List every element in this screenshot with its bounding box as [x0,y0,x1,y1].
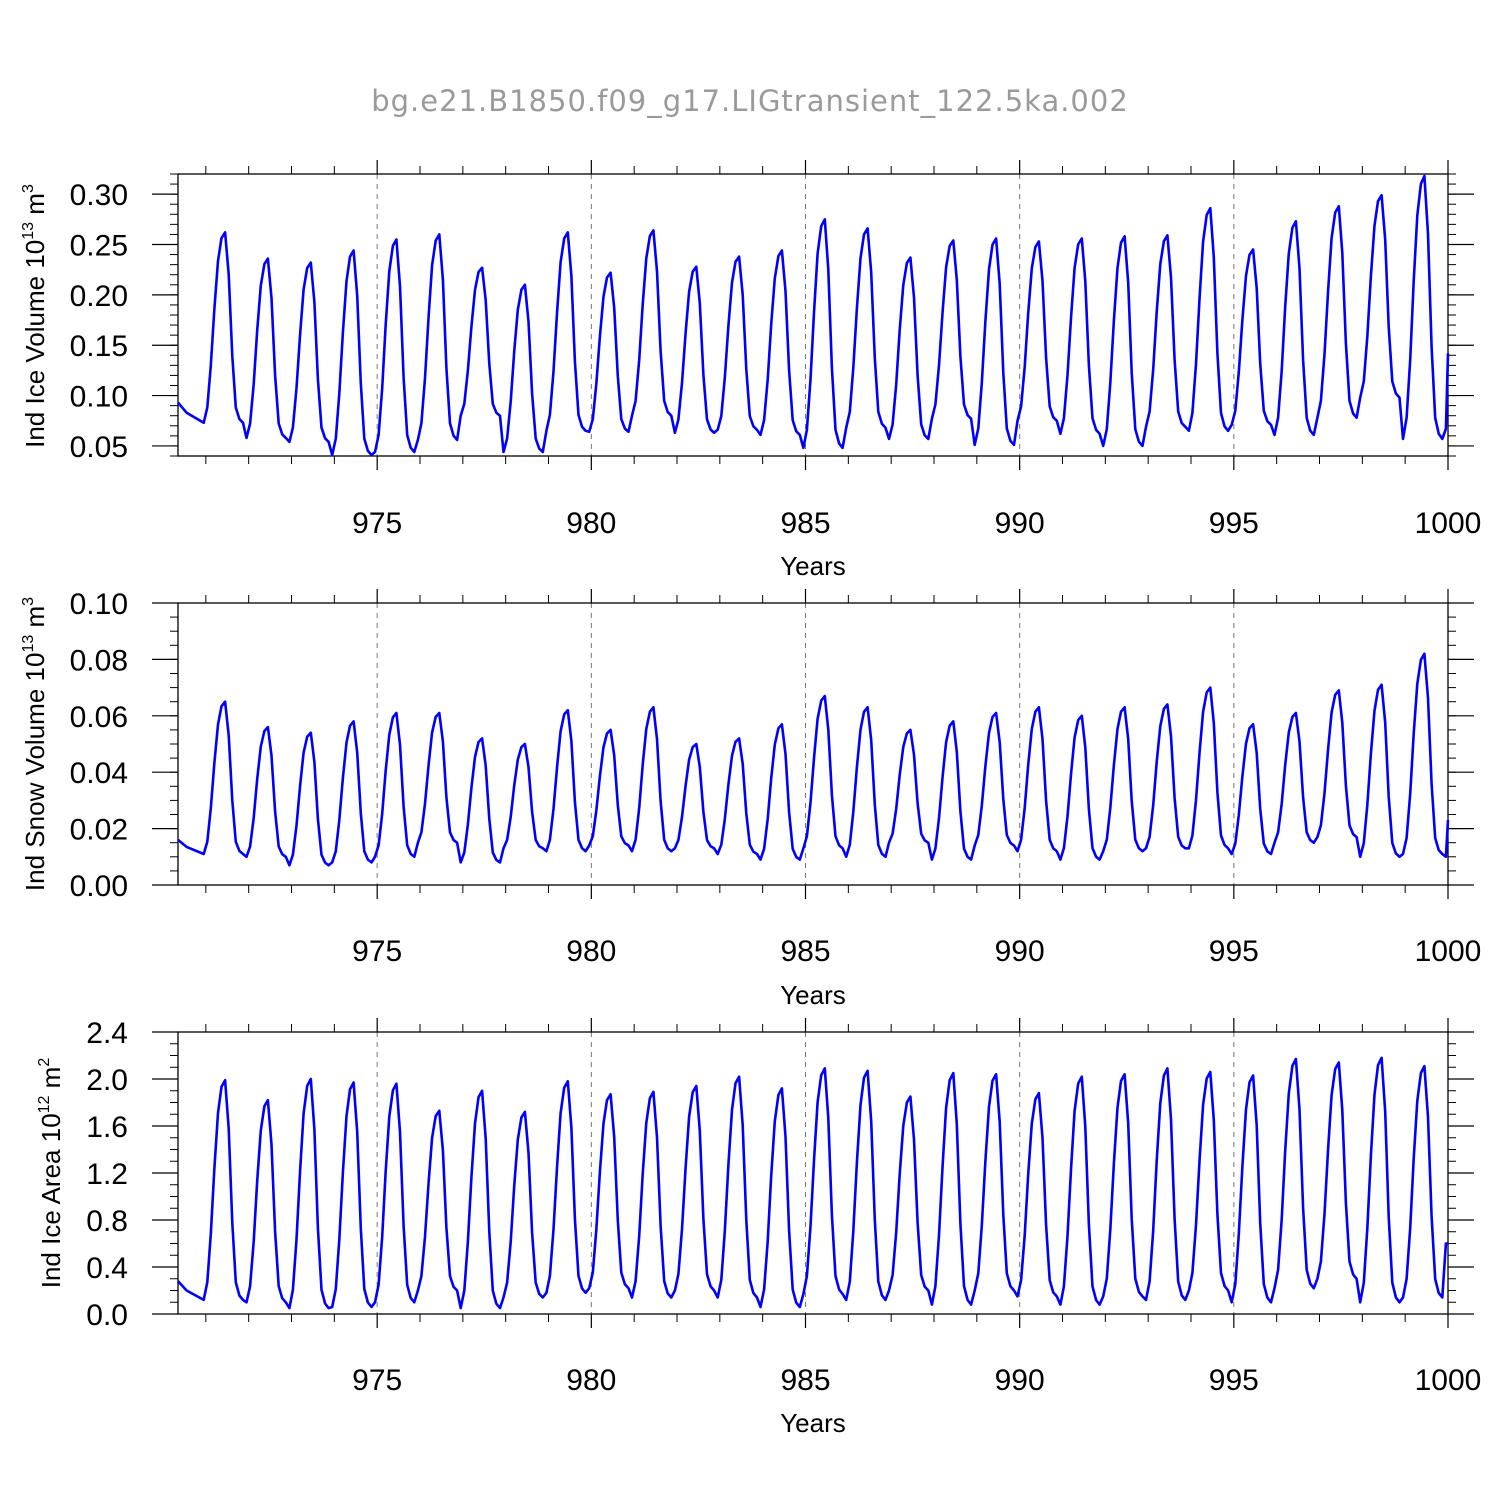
y-tick-label: 0.0 [86,1299,128,1332]
y-tick-label: 0.8 [86,1205,128,1238]
panel-snow-volume: Years Ind Snow Volume 1013 m3 [20,597,846,1010]
y-tick-label: 0.25 [70,230,128,263]
y-tick-label: 1.6 [86,1111,128,1144]
y-tick-label: 0.02 [70,814,128,847]
panel1-xlabel: Years [780,551,846,581]
plot-frame [177,1031,1449,1315]
panel-ice-area: Years Ind Ice Area 1012 m2 [36,1058,846,1438]
x-tick-label: 990 [995,1364,1045,1397]
panel-2-plot: 975 980 985 990 995 1000 0.00 0.02 0.04 0.06 0.08 0… [70,588,1482,968]
y-tick-label: 1.2 [86,1158,128,1191]
y-tick-label: 0.00 [70,870,128,903]
series-line [177,652,1450,867]
panel-3-plot: 975 980 985 990 995 1000 0.0 0.4 0.8 1.2 1.6 2.0 2.4 [86,1017,1481,1397]
y-tick-label: 0.20 [70,280,128,313]
series-line [177,1056,1448,1310]
x-tick-label: 985 [780,935,830,968]
y-tick-label: 0.10 [70,588,128,621]
panel3-xlabel: Years [780,1408,846,1438]
y-tick-label: 2.4 [86,1017,128,1050]
x-tick-label: 980 [566,935,616,968]
x-tick-label: 975 [352,935,402,968]
panel1-ylabel: Ind Ice Volume 1013 m3 [20,184,50,448]
y-tick-label: 0.15 [70,330,128,363]
y-tick-label: 0.30 [70,179,128,212]
x-tick-label: 1000 [1415,507,1482,540]
y-tick-label: 0.08 [70,644,128,677]
x-tick-label: 995 [1209,507,1259,540]
panel-1-plot: 975 980 985 990 995 1000 0.05 0.10 0.15 0.20 0.25 0… [70,160,1482,540]
y-tick-label: 0.10 [70,381,128,414]
x-tick-label: 985 [780,1364,830,1397]
x-tick-label: 975 [352,507,402,540]
x-tick-label: 990 [995,935,1045,968]
chart-title: bg.e21.B1850.f09_g17.LIGtransient_122.5k… [371,84,1129,118]
x-tick-label: 980 [566,507,616,540]
x-tick-label: 980 [566,1364,616,1397]
panel-ice-volume: Years Ind Ice Volume 1013 m3 [20,184,846,581]
y-tick-label: 0.04 [70,757,128,790]
x-tick-label: 985 [780,507,830,540]
panel2-ylabel: Ind Snow Volume 1013 m3 [20,597,50,891]
y-tick-label: 0.4 [86,1252,128,1285]
series-line [177,174,1450,457]
y-tick-label: 2.0 [86,1064,128,1097]
plot-frame [177,602,1449,886]
x-tick-label: 1000 [1415,1364,1482,1397]
x-tick-label: 1000 [1415,935,1482,968]
y-tick-label: 0.06 [70,701,128,734]
x-tick-label: 975 [352,1364,402,1397]
x-tick-label: 995 [1209,1364,1259,1397]
plot-frame [177,173,1449,457]
panel3-ylabel: Ind Ice Area 1012 m2 [36,1058,66,1289]
y-tick-label: 0.05 [70,431,128,464]
x-tick-label: 995 [1209,935,1259,968]
x-tick-label: 990 [995,507,1045,540]
panel2-xlabel: Years [780,980,846,1010]
